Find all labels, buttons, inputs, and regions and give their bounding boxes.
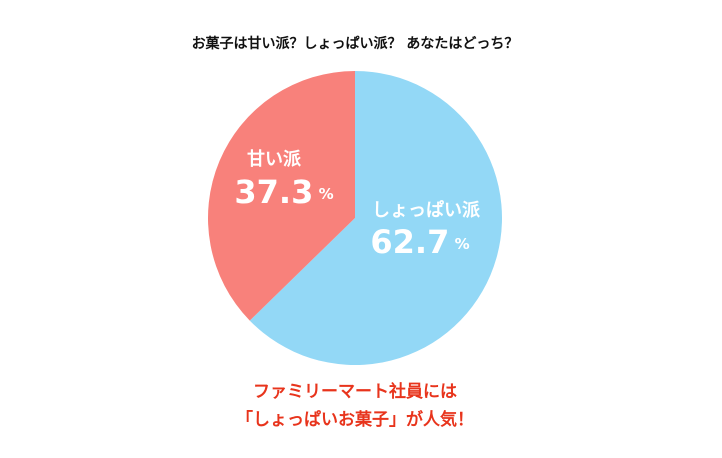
- value-label: 37.3 %: [234, 173, 333, 211]
- annotation: ファミリーマート社員には: [253, 381, 457, 402]
- pie-slice: [208, 71, 355, 321]
- chart-title: お菓子は甘い派？しょっぱい派？ あなたはどっち？: [192, 35, 519, 52]
- slice-label: 甘い派: [247, 149, 302, 170]
- pie-slice: [249, 71, 502, 365]
- value-label: 62.7 %: [370, 223, 469, 261]
- annotation: 「しょっぱいお菓子」が人気！: [236, 409, 474, 430]
- slice-label: しょっぱい派: [372, 199, 481, 221]
